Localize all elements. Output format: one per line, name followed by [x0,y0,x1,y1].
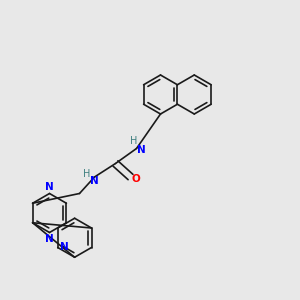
Text: O: O [131,174,140,184]
Text: N: N [136,145,146,155]
Text: N: N [45,182,54,193]
Text: N: N [90,176,99,186]
Text: H: H [83,169,91,179]
Text: N: N [60,242,69,253]
Text: H: H [130,136,137,146]
Text: N: N [45,233,54,244]
